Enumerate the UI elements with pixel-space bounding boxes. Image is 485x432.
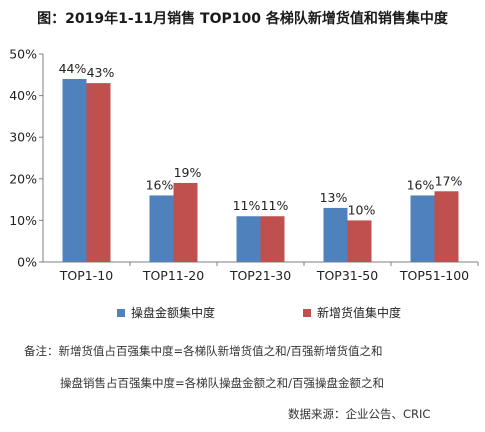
legend-item-series-1: 操盘金额集中度 (117, 304, 215, 321)
bar-TOP31-50-series-2 (347, 220, 372, 262)
bar-TOP51-100-series-1 (410, 195, 435, 262)
bar-TOP21-30-series-2 (260, 216, 285, 262)
data-label: 17% (435, 173, 463, 188)
bar-TOP11-20-series-1 (149, 195, 174, 262)
note-line-1: 备注：新增货值占百强集中度=各梯队新增货值之和/百强新增货值之和 (24, 344, 383, 358)
y-tick-label: 40% (9, 88, 37, 103)
bar-chart: 0%10%20%30%40%50%44% 43%TOP1-1016%19%TOP1… (9, 47, 479, 283)
chart-title: 图：2019年1-11月销售 TOP100 各梯队新增货值和销售集中度 (37, 11, 448, 27)
legend-swatch-blue (117, 308, 125, 317)
x-tick-label: TOP11-20 (142, 268, 204, 283)
bar-TOP1-10-series-2 (86, 83, 111, 263)
bar-TOP51-100-series-2 (434, 191, 459, 262)
x-tick-label: TOP51-100 (399, 268, 469, 283)
data-label: 43% (87, 65, 115, 80)
x-tick-label: TOP1-10 (59, 268, 113, 283)
x-tick-label: TOP31-50 (316, 268, 378, 283)
data-label: 16% (146, 177, 174, 192)
data-label: 13% (320, 190, 348, 205)
y-tick-label: 50% (9, 47, 37, 62)
bar-TOP31-50-series-1 (323, 207, 348, 262)
data-source: 数据来源：企业公告、CRIC (288, 407, 431, 421)
data-label: 11% (233, 198, 261, 213)
legend-label-series-2: 新增货值集中度 (317, 306, 402, 320)
bar-TOP11-20-series-2 (173, 182, 198, 262)
y-tick-label: 0% (17, 255, 37, 270)
chart-legend: 操盘金额集中度 新增货值集中度 (0, 304, 485, 320)
legend-item-series-2: 新增货值集中度 (303, 304, 401, 321)
legend-label-series-1: 操盘金额集中度 (131, 306, 216, 320)
data-label: 44% (59, 61, 87, 76)
data-label: 19% (174, 165, 202, 180)
legend-swatch-red (303, 308, 311, 317)
bar-TOP21-30-series-1 (236, 216, 261, 262)
bar-TOP1-10-series-1 (62, 78, 87, 263)
note-line-2: 操盘销售占百强集中度=各梯队操盘金额之和/百强操盘金额之和 (60, 376, 385, 390)
x-tick-label: TOP21-30 (229, 268, 291, 283)
y-tick-label: 30% (9, 130, 37, 145)
y-tick-label: 10% (9, 213, 37, 228)
y-tick-label: 20% (9, 171, 37, 186)
data-label: 16% (407, 177, 435, 192)
data-label: 10% (348, 202, 376, 217)
data-label: 11% (261, 198, 289, 213)
